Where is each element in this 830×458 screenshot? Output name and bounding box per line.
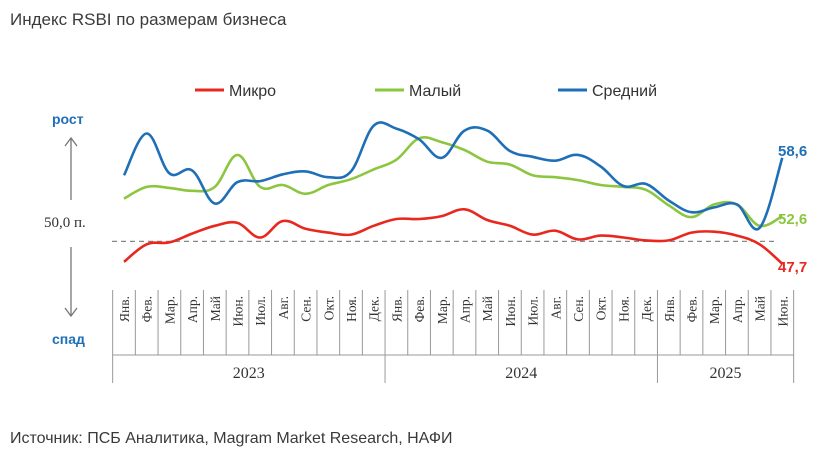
end-label-micro: 47,7 [778, 259, 807, 276]
tick-label: Фев. [140, 296, 155, 322]
tick-label: Ноя. [344, 296, 359, 322]
tick-label: Дек. [367, 296, 382, 321]
tick-label: Апр. [730, 296, 745, 323]
series-line-micro [123, 207, 784, 265]
legend-label-medium: Средний [592, 83, 657, 100]
legend: Микро Малый Средний [195, 83, 657, 100]
tick-label: Апр. [458, 296, 473, 323]
reference-label: 50,0 п. [44, 215, 86, 231]
chart-title: Индекс RSBI по размерам бизнеса [10, 10, 287, 29]
tick-label: Июл. [526, 296, 541, 326]
tick-label: Июн. [503, 296, 518, 326]
legend-label-micro: Микро [229, 83, 276, 100]
down-label: спад [52, 331, 85, 347]
tick-label: Май [208, 296, 223, 321]
series-line-medium [122, 121, 784, 231]
tick-label: Янв. [662, 296, 677, 322]
tick-label: Май [753, 296, 768, 321]
tick-label: Янв. [117, 296, 132, 322]
up-label: рост [52, 111, 84, 127]
tick-label: Сен. [571, 296, 586, 322]
tick-label: Дек. [639, 296, 654, 321]
tick-label: Авг. [548, 296, 563, 320]
tick-label: Ноя. [616, 296, 631, 322]
down-arrow-icon [64, 247, 78, 318]
tick-label: Апр. [185, 296, 200, 323]
tick-label: Июн. [231, 296, 246, 326]
tick-label: Фев. [412, 296, 427, 322]
year-label: 2023 [233, 365, 265, 382]
up-arrow-icon [64, 136, 78, 200]
tick-label: Мар. [435, 296, 450, 324]
tick-label: Мар. [707, 296, 722, 324]
tick-label: Окт. [594, 296, 609, 320]
tick-label: Июн. [775, 296, 790, 326]
year-label: 2025 [710, 365, 742, 382]
tick-label: Янв. [389, 296, 404, 322]
tick-label: Окт. [321, 296, 336, 320]
tick-label: Май [480, 296, 495, 321]
tick-label: Фев. [685, 296, 700, 322]
tick-label: Сен. [299, 296, 314, 322]
tick-label: Июл. [253, 296, 268, 326]
tick-label: Мар. [162, 296, 177, 324]
tick-label: Авг. [276, 296, 291, 320]
end-label-small: 52,6 [778, 211, 807, 228]
source-note: Источник: ПСБ Аналитика, Magram Market R… [10, 430, 453, 447]
year-label: 2024 [505, 365, 537, 382]
legend-label-small: Малый [409, 83, 461, 100]
end-label-medium: 58,6 [778, 143, 807, 160]
